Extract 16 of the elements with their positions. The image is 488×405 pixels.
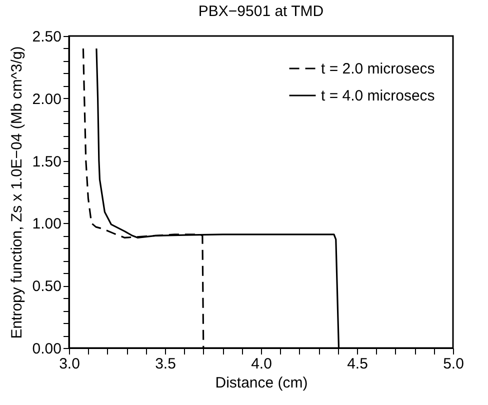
x-tick-label: 5.0: [443, 356, 464, 372]
y-axis-title: Entropy function, Zs x 1.0E−04 (Mb cm^3/g): [8, 46, 26, 339]
x-tick-label: 3.5: [155, 356, 176, 372]
y-tick-label: 2.50: [32, 28, 62, 46]
chart-title: PBX−9501 at TMD: [198, 3, 324, 20]
x-tick-label: 3.0: [59, 356, 80, 372]
x-tick-label: 4.5: [347, 356, 368, 372]
y-tick-label: 2.00: [32, 90, 62, 108]
legend-label: t = 2.0 microsecs: [321, 60, 435, 78]
legend-label: t = 4.0 microsecs: [321, 88, 435, 104]
x-axis-title: Distance (cm): [215, 374, 308, 392]
y-tick-label: 0.50: [32, 278, 62, 296]
x-tick-label: 4.0: [251, 356, 272, 372]
y-tick-label: 1.50: [32, 153, 62, 170]
y-tick-label: 1.00: [32, 216, 62, 233]
y-tick-label: 0.00: [32, 340, 62, 358]
